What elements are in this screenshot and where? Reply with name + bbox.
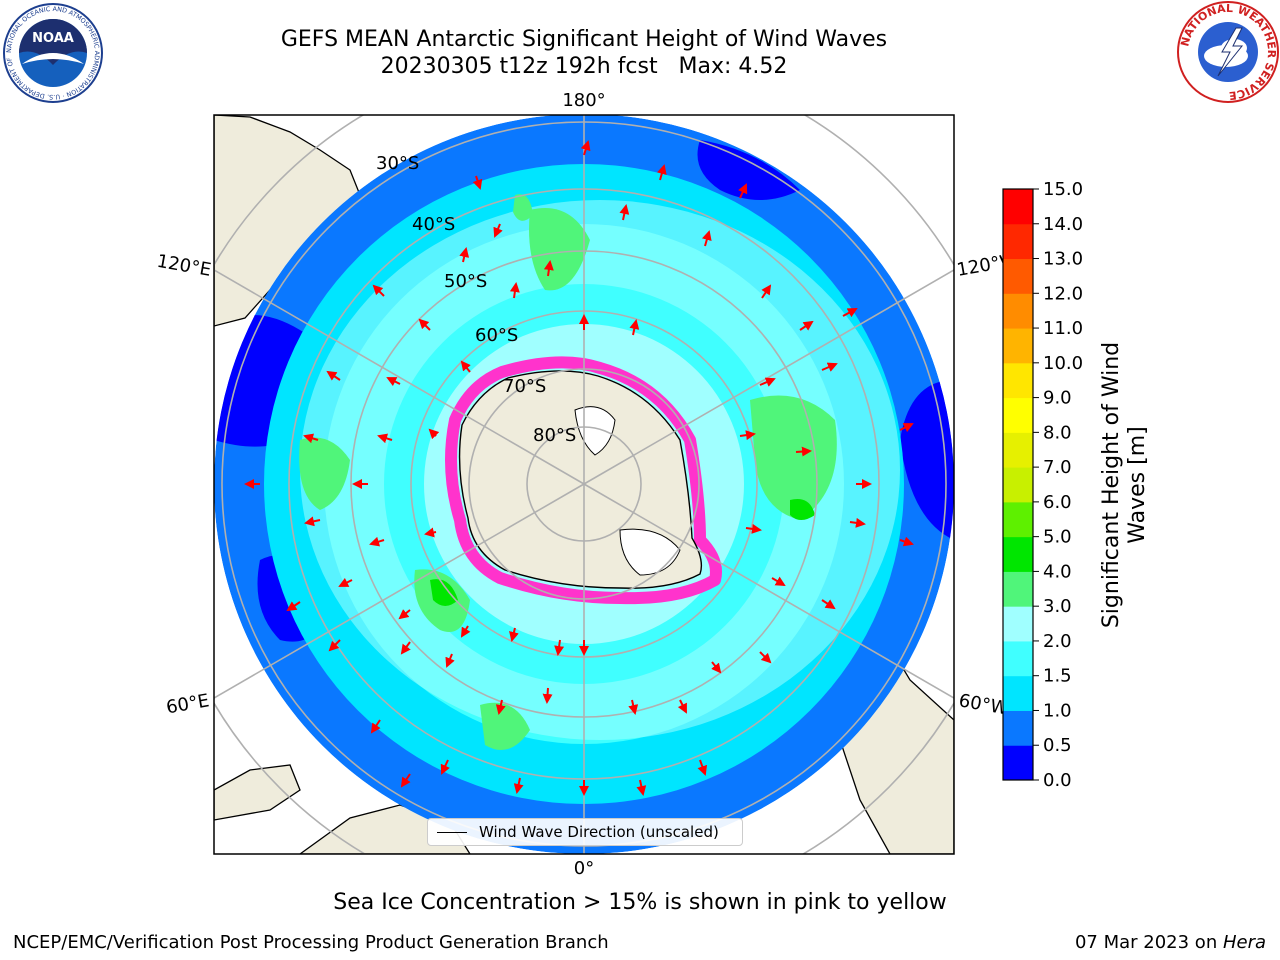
latitude-label-80s: 80°S (533, 425, 576, 446)
colorbar-block (1003, 362, 1033, 399)
colorbar-block (1003, 293, 1033, 329)
colorbar-tick-label: 15.0 (1043, 179, 1083, 200)
colorbar-tick-label: 1.5 (1043, 666, 1072, 687)
colorbar-block (1003, 258, 1033, 294)
colorbar-tick-label: 12.0 (1043, 283, 1083, 304)
chart-title: GEFS MEAN Antarctic Significant Height o… (280, 27, 888, 52)
legend-line-swatch (437, 832, 467, 833)
colorbar-tick-label: 0.5 (1043, 735, 1072, 756)
colorbar-tick-label: 3.0 (1043, 596, 1072, 617)
colorbar-block (1003, 501, 1033, 538)
meridian-label-180: 180° (562, 90, 605, 111)
colorbar-tick-label: 0.0 (1043, 770, 1072, 791)
colorbar-block (1003, 571, 1033, 607)
colorbar-block (1003, 675, 1033, 711)
graticule (214, 115, 954, 854)
colorbar-block (1003, 745, 1033, 781)
nws-logo: NATIONAL WEATHER SERVICE (1177, 1, 1279, 103)
colorbar-tick-label: 6.0 (1043, 492, 1072, 513)
noaa-logo-text: NOAA (32, 31, 74, 46)
credit-text: NCEP/EMC/Verification Post Processing Pr… (13, 932, 609, 953)
colorbar-frame (1002, 188, 1034, 781)
colorbar-block (1003, 223, 1033, 260)
weddell-ice-shelf (619, 528, 681, 576)
latitude-label-40s: 40°S (412, 214, 455, 235)
chart-subtitle: 20230305 t12z 192h fcst Max: 4.52 (380, 54, 788, 79)
latitude-label-30s: 30°S (376, 153, 419, 174)
colorbar-tick-label: 4.0 (1043, 561, 1072, 582)
madagascar-land (214, 764, 301, 821)
noaa-logo: NATIONAL OCEANIC AND ATMOSPHERIC ADMINIS… (2, 2, 103, 103)
colorbar-block (1003, 467, 1033, 503)
ross-ice-shelf (574, 406, 616, 456)
latitude-label-60s: 60°S (475, 325, 518, 346)
meridian-label-120e: 120°E (155, 251, 213, 281)
colorbar-tick-label: 1.0 (1043, 700, 1072, 721)
colorbar-block (1003, 328, 1033, 364)
colorbar-tick-label: 14.0 (1043, 214, 1083, 235)
colorbar-block (1003, 397, 1033, 433)
colorbar-tick-label: 9.0 (1043, 388, 1072, 409)
run-date-text: 07 Mar 2023 on (1074, 932, 1223, 953)
colorbar-label-line1: Significant Height of Wind (1099, 342, 1124, 628)
sea-ice-edge (445, 356, 722, 605)
colorbar-block (1003, 189, 1033, 225)
antarctica (445, 356, 722, 605)
meridian-label-60e: 60°E (165, 690, 211, 718)
colorbar-label-line2: Waves [m] (1125, 426, 1150, 543)
colorbar-tick-label: 8.0 (1043, 422, 1072, 443)
colorbar-tick-label: 5.0 (1043, 527, 1072, 548)
colorbar-tick-label: 2.0 (1043, 631, 1072, 652)
map-legend: Wind Wave Direction (unscaled) (427, 818, 743, 846)
legend-label: Wind Wave Direction (unscaled) (479, 823, 719, 841)
map-frame (213, 114, 955, 855)
colorbar-tick-label: 10.0 (1043, 353, 1083, 374)
sea-ice-note: Sea Ice Concentration > 15% is shown in … (333, 890, 947, 915)
colorbar-tick-label: 13.0 (1043, 249, 1083, 270)
latitude-label-70s: 70°S (503, 376, 546, 397)
wind-wave-arrows (244, 140, 914, 796)
latitude-label-50s: 50°S (444, 271, 487, 292)
colorbar-tick-label: 11.0 (1043, 318, 1083, 339)
machine-name: Hera (1222, 932, 1266, 953)
meridian-label-0: 0° (574, 858, 594, 879)
run-date: 07 Mar 2023 on Hera (1075, 932, 1266, 953)
colorbar-block (1003, 536, 1033, 572)
colorbar-block (1003, 432, 1033, 468)
colorbar-block (1003, 640, 1033, 677)
colorbar-tick-label: 7.0 (1043, 457, 1072, 478)
colorbar-block (1003, 606, 1033, 642)
colorbar: 0.0 0.5 1.0 1.5 2.0 3.0 4.0 5.0 6.0 7.0 8.0 9.0 10.0… (1002, 179, 1150, 791)
colorbar-block (1003, 710, 1033, 746)
